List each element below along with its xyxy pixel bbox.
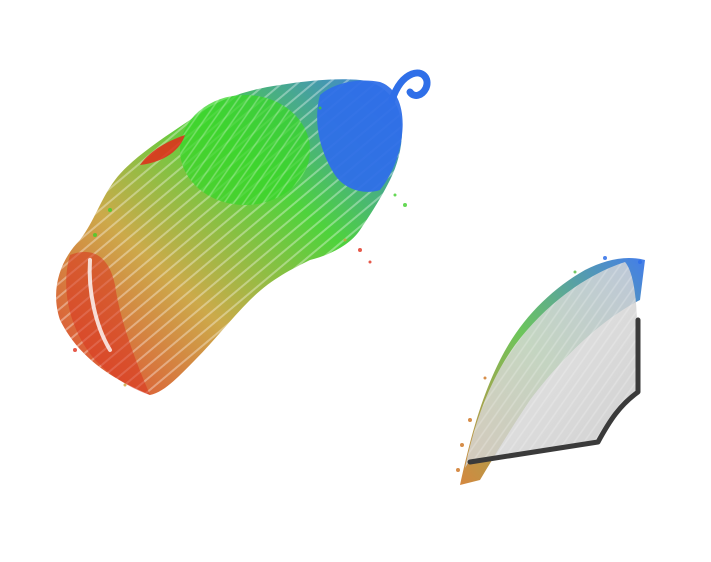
left-cloud-blue-head — [317, 80, 403, 192]
left-point-cloud — [56, 69, 431, 396]
left-cloud-blue-hook — [388, 69, 431, 104]
left-cloud-red-lobe — [66, 251, 150, 395]
right-fan-speckles — [456, 256, 642, 472]
right-fan-outline — [467, 317, 641, 465]
right-fan-surface — [456, 256, 645, 485]
left-cloud-ripples — [56, 79, 402, 396]
left-cloud-speckles — [73, 106, 407, 387]
